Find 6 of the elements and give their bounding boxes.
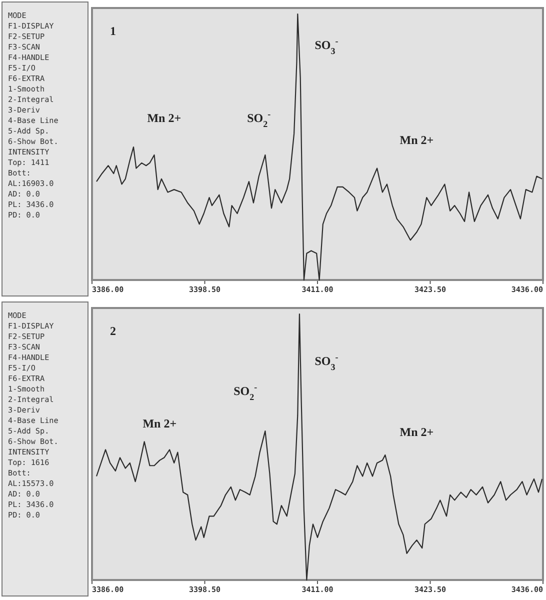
- annotation: Mn 2+: [400, 424, 434, 439]
- annotation: 1: [110, 24, 116, 38]
- annotation: Mn 2+: [400, 133, 434, 147]
- annotation: 2: [110, 324, 116, 338]
- annotation: Mn 2+: [142, 416, 177, 431]
- annotation: Mn 2+: [147, 111, 182, 126]
